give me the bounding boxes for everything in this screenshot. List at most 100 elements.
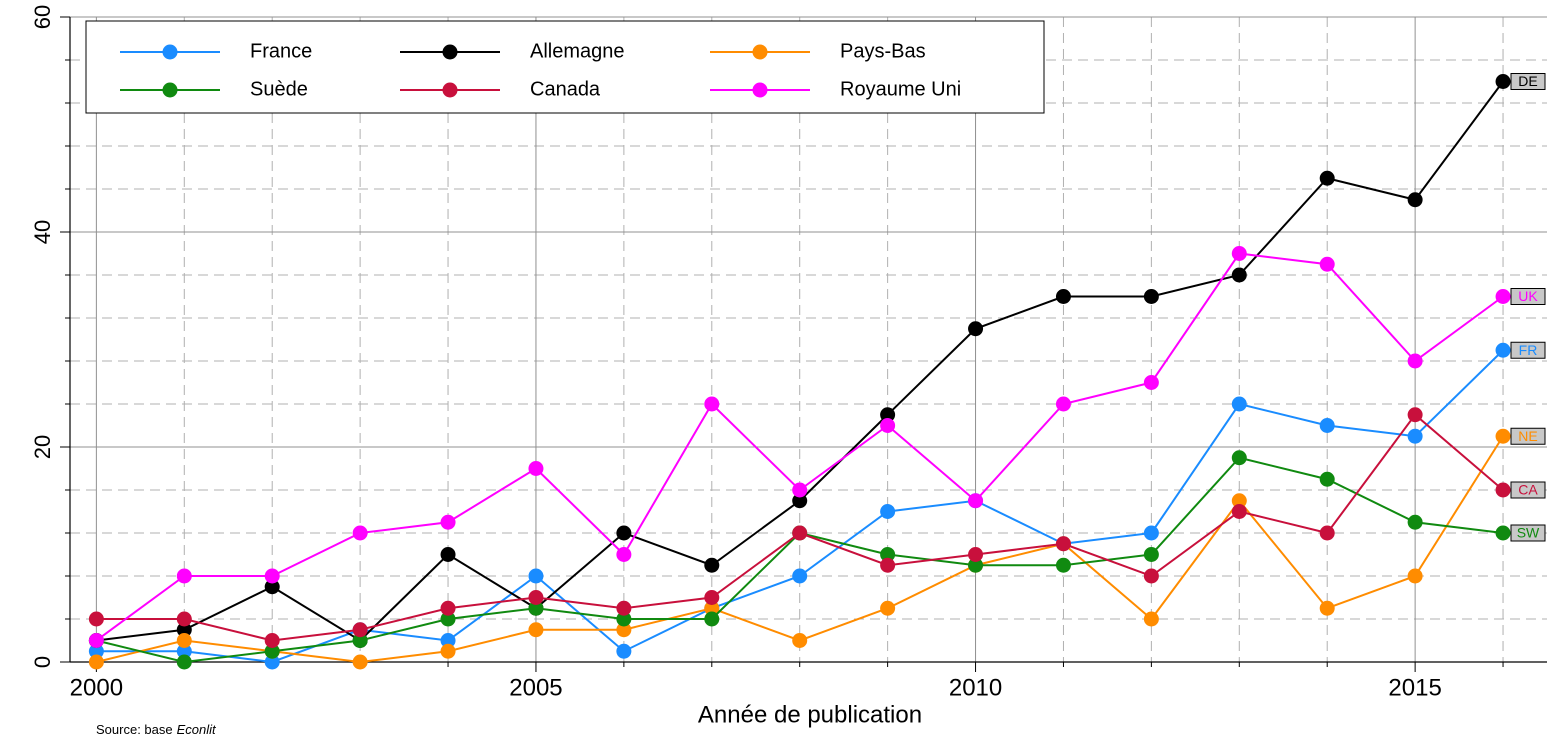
end-label-box <box>1510 524 1546 542</box>
point <box>704 600 720 616</box>
point <box>528 590 544 605</box>
end-label-box <box>1510 481 1546 499</box>
point <box>1319 170 1335 186</box>
point <box>1055 536 1071 552</box>
point <box>968 493 984 509</box>
point <box>88 633 104 648</box>
source: Source: base Econlit <box>96 722 217 736</box>
point <box>1231 493 1247 509</box>
point <box>1495 74 1511 89</box>
point <box>1495 525 1511 541</box>
legend-marker <box>442 82 458 98</box>
point <box>1407 353 1423 369</box>
point <box>88 654 104 670</box>
point <box>264 643 280 659</box>
point <box>176 654 192 670</box>
point <box>440 547 456 562</box>
point <box>968 557 984 573</box>
point <box>440 600 456 616</box>
point <box>792 525 808 541</box>
point <box>1055 289 1071 304</box>
point <box>88 643 104 659</box>
point <box>792 568 808 584</box>
point <box>1231 504 1247 519</box>
point <box>1143 375 1159 390</box>
legend-marker <box>442 44 458 60</box>
point <box>616 600 632 616</box>
point <box>1143 611 1159 627</box>
point <box>1319 525 1335 541</box>
source-prefix: Source: base <box>96 722 173 736</box>
point <box>528 622 544 638</box>
point <box>1319 418 1335 433</box>
point <box>528 600 544 616</box>
point <box>352 525 368 541</box>
x-axis-label: Année de publication <box>698 701 922 728</box>
end-label-box <box>1510 427 1546 445</box>
point <box>1231 450 1247 466</box>
x-tick-label: 2015 <box>1388 674 1441 701</box>
end-label: SW <box>1517 525 1540 541</box>
end-label: CA <box>1518 482 1538 498</box>
legend-label: Pays-Bas <box>840 40 926 62</box>
point <box>792 633 808 648</box>
point <box>176 643 192 659</box>
point <box>1231 267 1247 283</box>
point <box>264 579 280 595</box>
legend-label: Royaume Uni <box>840 78 961 100</box>
point <box>880 418 896 433</box>
x-tick-label: 2010 <box>949 674 1002 701</box>
point <box>1495 428 1511 444</box>
point <box>792 493 808 509</box>
end-label: UK <box>1518 288 1538 304</box>
point <box>440 633 456 648</box>
point <box>616 547 632 562</box>
point <box>352 654 368 670</box>
point <box>1143 568 1159 584</box>
point <box>1143 289 1159 304</box>
legend-label: Allemagne <box>530 40 625 62</box>
point <box>528 568 544 584</box>
point <box>1055 557 1071 573</box>
legend-label: France <box>250 40 312 62</box>
point <box>352 633 368 648</box>
point <box>176 611 192 627</box>
x-tick-label: 2000 <box>70 674 123 701</box>
legend-marker <box>162 44 178 60</box>
point <box>968 547 984 562</box>
point <box>880 504 896 519</box>
point <box>616 622 632 638</box>
end-label: NE <box>1518 428 1537 444</box>
point <box>1407 428 1423 444</box>
legend <box>85 20 1045 114</box>
point <box>704 611 720 627</box>
point <box>176 622 192 638</box>
legend-marker <box>752 44 768 60</box>
point <box>176 633 192 648</box>
point <box>528 461 544 476</box>
point <box>440 611 456 627</box>
point <box>880 407 896 423</box>
point <box>704 557 720 573</box>
x-tick-label: 2005 <box>509 674 562 701</box>
legend-marker <box>162 82 178 98</box>
point <box>880 547 896 562</box>
point <box>1319 600 1335 616</box>
legend-label: Canada <box>530 78 601 100</box>
point <box>1231 396 1247 412</box>
y-tick-label: 0 <box>30 656 55 668</box>
y-tick-label: 20 <box>30 435 55 459</box>
point <box>1231 246 1247 261</box>
point <box>176 568 192 584</box>
point <box>792 482 808 498</box>
y-tick-label: 40 <box>30 220 55 244</box>
point <box>616 611 632 627</box>
point <box>264 568 280 584</box>
point <box>1407 514 1423 530</box>
point <box>880 557 896 573</box>
point <box>1495 342 1511 358</box>
source-name: Econlit <box>177 722 217 736</box>
legend-marker <box>752 82 768 98</box>
y-tick-label: 60 <box>30 5 55 29</box>
